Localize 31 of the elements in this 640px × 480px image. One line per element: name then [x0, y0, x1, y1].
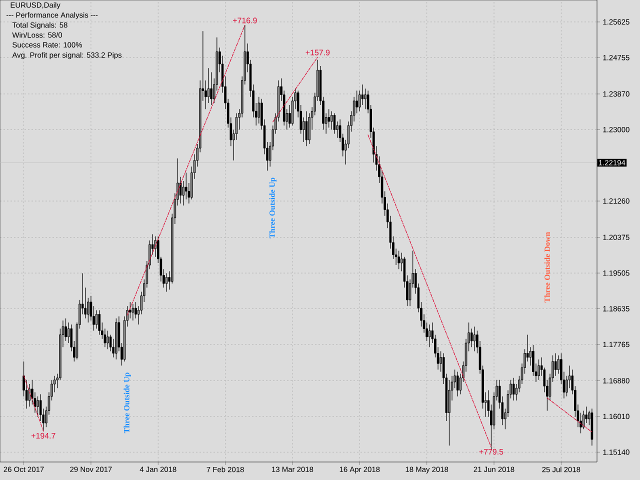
candlestick	[538, 359, 540, 380]
candlestick	[470, 328, 473, 348]
candlestick	[95, 310, 98, 329]
candlestick	[129, 302, 132, 319]
candlestick	[448, 380, 450, 446]
candlestick	[330, 110, 333, 130]
candlestick	[398, 250, 400, 270]
candlestick	[98, 310, 101, 336]
candlestick	[210, 72, 212, 106]
candlestick	[28, 384, 31, 407]
candlestick	[585, 406, 588, 424]
candlestick	[288, 104, 291, 128]
candlestick	[179, 176, 182, 204]
candlestick	[328, 108, 330, 128]
candlestick	[333, 112, 336, 134]
candlestick	[67, 322, 70, 344]
candlestick	[361, 84, 364, 106]
candlestick	[132, 304, 134, 321]
candlestick	[428, 324, 431, 348]
candlestick	[456, 371, 459, 397]
candlestick	[364, 88, 366, 110]
candlestick	[582, 410, 585, 430]
candlestick	[554, 352, 557, 376]
candlestick	[184, 172, 188, 200]
candlestick	[473, 326, 476, 352]
candlestick	[258, 96, 260, 124]
candlestick	[36, 396, 39, 418]
candlestick	[512, 378, 515, 401]
candlestick	[356, 90, 358, 114]
candlestick	[165, 272, 168, 292]
candlestick	[106, 330, 109, 350]
